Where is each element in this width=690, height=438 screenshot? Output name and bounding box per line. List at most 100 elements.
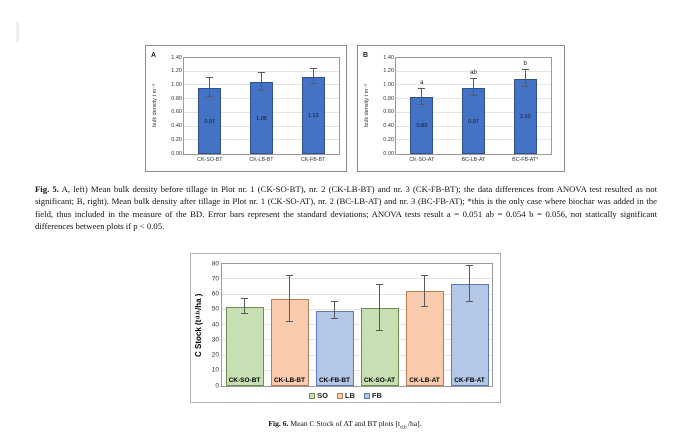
y-tick-label: 0.80	[171, 95, 182, 102]
error-bar-cap-top	[470, 77, 477, 79]
significance-letter: a	[420, 79, 424, 86]
x-tick-label: CK-SO-BT	[197, 157, 223, 163]
y-tick-label: 0.20	[171, 136, 182, 143]
y-tick-label: 1.40	[171, 54, 182, 61]
bar	[405, 291, 444, 386]
fig6-caption-label: Fig. 6.	[268, 419, 289, 428]
error-bar-cap-top	[331, 301, 338, 303]
y-tick-label: 80	[211, 259, 219, 267]
fig5-caption: Fig. 5. A, left) Mean bulk density befor…	[35, 183, 657, 232]
error-bar-cap-bottom	[376, 330, 383, 332]
y-tick-label: 10	[211, 366, 219, 374]
bar-value-label: 0.83	[416, 122, 428, 129]
fig5-caption-text: A, left) Mean bulk density before tillag…	[35, 184, 657, 232]
error-bar-cap-bottom	[466, 301, 473, 303]
legend-item: LB	[336, 391, 355, 400]
legend-label: LB	[344, 391, 355, 400]
y-tick-label: 0.60	[383, 109, 394, 116]
gridline	[396, 70, 551, 72]
significance-letter: b	[523, 61, 527, 68]
gridline	[222, 278, 492, 280]
bar	[315, 310, 354, 386]
gridline	[222, 339, 492, 341]
y-tick-label: 1.20	[171, 67, 182, 74]
gridline	[222, 293, 492, 295]
error-bar-cap-bottom	[331, 317, 338, 319]
error-bar	[209, 77, 211, 98]
bar-value-label: 1.05	[256, 115, 267, 122]
error-bar-cap-top	[286, 275, 293, 277]
bar-value-label: 1.10	[519, 114, 531, 121]
y-tick-label: 40	[211, 320, 219, 328]
significance-letter: ab	[470, 69, 477, 76]
panel-a-label: A	[151, 52, 157, 59]
fig5a-plot-area: 0.00 0.20 0.40 0.60 0.80 1.00 1.20 1.40 0.97 CK-S…	[171, 55, 340, 163]
fig6-caption-sub: d.b.	[400, 424, 408, 431]
y-tick-label: 30	[211, 336, 219, 343]
bar-value-label: 0.97	[468, 118, 479, 125]
bar-category-label: CK-FB-AT	[454, 376, 485, 384]
error-bar-cap-bottom	[258, 89, 265, 91]
fig5b-plot-area: 0.00 0.20 0.40 0.60 0.80 1.00 1.20 1.40 0.83 CK-S…	[383, 55, 552, 163]
bar-category-label: CK-LB-AT	[409, 376, 440, 384]
x-tick-label: CK-FB-BT	[300, 157, 326, 163]
bar-category-label: CK-SO-AT	[363, 376, 396, 384]
error-bar-cap-bottom	[309, 83, 317, 85]
error-bar-cap-top	[241, 298, 248, 300]
y-tick-label: 0.20	[383, 136, 394, 143]
error-bar-cap-bottom	[241, 313, 248, 315]
fig6-caption-pre: Mean C Stock of AT and BT plots [t	[290, 419, 401, 428]
fig5a-y-axis-title-text: bulk density t m⁻³	[152, 84, 158, 128]
y-tick-label: 0.40	[383, 122, 394, 129]
error-bar	[244, 299, 245, 315]
bar-category-label: CK-FB-BT	[318, 376, 351, 384]
fig6-plot-area: 0 10 20 30 40 50 60 70 80 CK-SO-BT CK-LB-BT CK-FB-B…	[212, 260, 493, 388]
fig6-legend: SO LB FB	[191, 391, 500, 400]
error-bar-cap-top	[309, 67, 317, 69]
y-tick-label: 60	[211, 290, 219, 298]
error-bar	[469, 265, 470, 303]
error-bar-cap-bottom	[206, 96, 214, 98]
gridline	[222, 354, 492, 356]
bar-category-label: CK-LB-BT	[273, 376, 306, 384]
bar-category-label: CK-SO-BT	[228, 376, 261, 384]
fig5-caption-label: Fig. 5.	[35, 184, 59, 194]
bar	[225, 306, 264, 386]
legend-swatch	[309, 392, 316, 399]
x-tick-label: CK-LB-BT	[249, 157, 274, 163]
error-bar	[289, 276, 290, 322]
gridline	[222, 324, 492, 325]
scan-artifact	[16, 22, 19, 42]
legend-label: FB	[371, 391, 382, 400]
error-bar-cap-bottom	[470, 95, 477, 97]
error-bar-cap-bottom	[421, 305, 428, 307]
error-bar	[424, 276, 425, 307]
fig5b-y-axis-title-text: bulk density t m⁻³	[364, 84, 370, 128]
y-tick-label: 1.00	[383, 81, 394, 88]
x-tick-label: BC-FB-AT*	[512, 157, 539, 163]
y-tick-label: 0.60	[171, 109, 182, 116]
bar	[270, 299, 309, 386]
bar-value-label: 0.97	[204, 118, 216, 125]
legend-item: SO	[309, 391, 328, 400]
error-bar	[473, 78, 474, 97]
error-bar-cap-top	[521, 69, 529, 71]
bar-value-label: 1.13	[307, 113, 319, 120]
y-tick-label: 0	[215, 381, 219, 389]
gridline	[222, 369, 492, 371]
error-bar-cap-top	[376, 284, 383, 286]
fig5-panel-a: A bulk density t m⁻³ 0.00 0.20 0.40 0.60 0.8…	[145, 45, 347, 172]
error-bar-cap-top	[466, 264, 473, 266]
error-bar-cap-bottom	[418, 104, 426, 106]
gridline	[184, 70, 339, 72]
gridline	[222, 308, 492, 310]
error-bar	[379, 285, 380, 332]
error-bar-cap-top	[258, 72, 265, 74]
error-bar	[524, 70, 526, 87]
error-bar	[334, 302, 335, 319]
y-tick-label: 0.40	[171, 122, 182, 129]
y-tick-label: 1.40	[383, 54, 394, 61]
error-bar-cap-top	[206, 76, 214, 78]
fig5-panel-b: B bulk density t m⁻³ 0.00 0.20 0.40 0.60 0.8…	[357, 45, 565, 172]
